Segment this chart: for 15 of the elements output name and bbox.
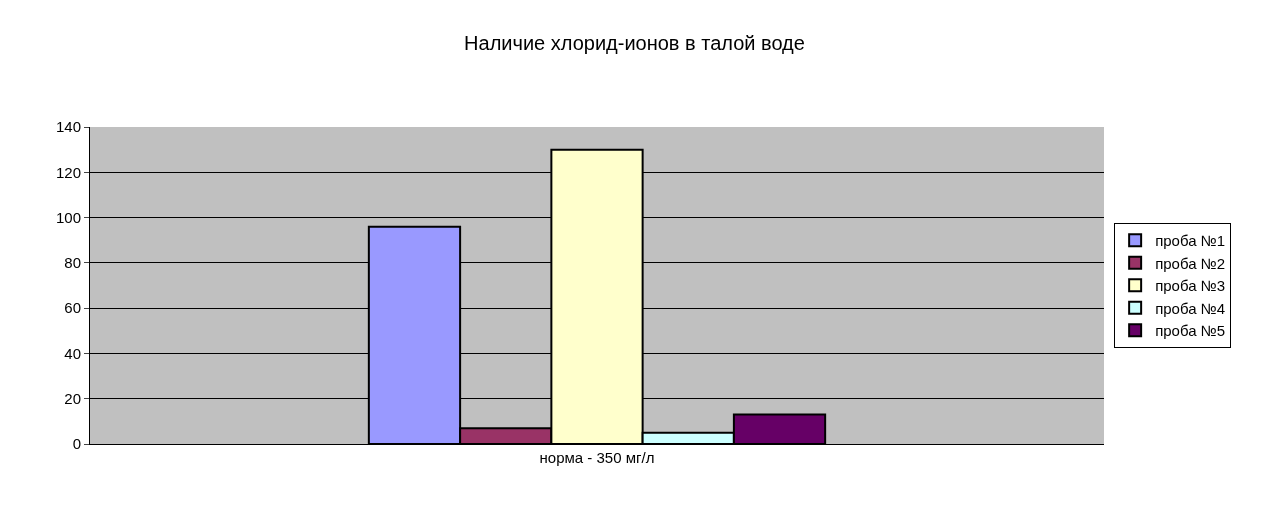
y-tick-label: 80	[64, 254, 81, 272]
y-tick-label: 0	[72, 435, 81, 453]
y-tick-label: 40	[64, 344, 81, 362]
y-tick-label: 20	[64, 389, 81, 407]
legend-label: проба №2	[1155, 254, 1226, 272]
legend-label: проба №4	[1155, 299, 1226, 317]
chart-title: Наличие хлорид-ионов в талой воде	[464, 31, 805, 54]
legend-label: проба №1	[1155, 232, 1226, 250]
y-tick-label: 140	[55, 118, 81, 136]
y-tick-label: 100	[55, 208, 81, 226]
y-tick-label: 120	[55, 163, 81, 181]
y-tick-label: 60	[64, 299, 81, 317]
legend-label: проба №3	[1155, 277, 1226, 295]
legend-label: проба №5	[1155, 322, 1226, 340]
x-tick-label: норма - 350 мг/л	[539, 449, 655, 466]
